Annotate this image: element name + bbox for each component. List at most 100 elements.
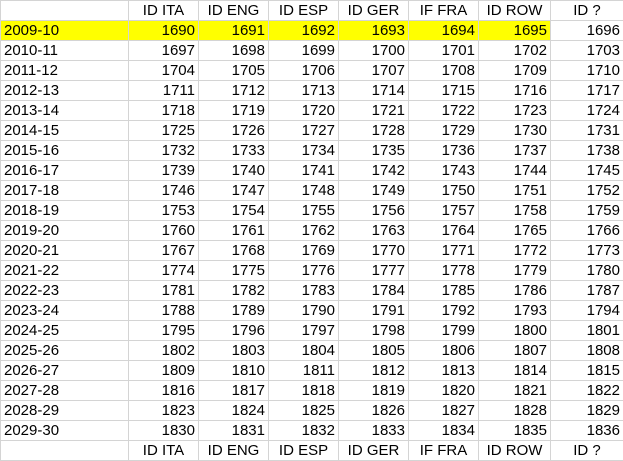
id-cell: 1806	[408, 340, 479, 361]
data-row: 2023-24 1788 1789 1790 1791 1792 1793 1794	[0, 300, 623, 321]
id-cell: 1722	[408, 100, 479, 121]
id-cell: 1835	[478, 420, 551, 441]
id-cell: 1704	[128, 60, 199, 81]
column-header: ID ?	[550, 0, 623, 21]
id-cell: 1814	[478, 360, 551, 381]
id-cell: 1804	[268, 340, 339, 361]
id-cell: 1713	[268, 80, 339, 101]
season-cell: 2029-30	[0, 420, 129, 441]
header-row: ID ITA ID ENG ID ESP ID GER IF FRA ID ROW ID ?	[0, 0, 623, 21]
id-cell: 1699	[268, 40, 339, 61]
season-cell: 2013-14	[0, 100, 129, 121]
id-cell: 1776	[268, 260, 339, 281]
id-cell: 1759	[550, 200, 623, 221]
id-cell: 1761	[198, 220, 269, 241]
id-cell: 1805	[338, 340, 409, 361]
id-cell: 1830	[128, 420, 199, 441]
id-cell: 1817	[198, 380, 269, 401]
season-cell: 2009-10	[0, 20, 129, 41]
id-cell: 1819	[338, 380, 409, 401]
data-row: 2020-21 1767 1768 1769 1770 1771 1772 1773	[0, 240, 623, 261]
id-cell: 1715	[408, 80, 479, 101]
id-cell: 1770	[338, 240, 409, 261]
id-cell: 1706	[268, 60, 339, 81]
id-cell: 1823	[128, 400, 199, 421]
id-cell: 1743	[408, 160, 479, 181]
id-cell: 1795	[128, 320, 199, 341]
id-cell: 1724	[550, 100, 623, 121]
header-row: ID ITA ID ENG ID ESP ID GER IF FRA ID ROW ID ?	[0, 440, 623, 461]
id-cell: 1745	[550, 160, 623, 181]
id-cell: 1728	[338, 120, 409, 141]
id-cell: 1801	[550, 320, 623, 341]
id-cell: 1816	[128, 380, 199, 401]
id-cell: 1790	[268, 300, 339, 321]
id-cell: 1777	[338, 260, 409, 281]
id-cell: 1700	[338, 40, 409, 61]
season-cell: 2019-20	[0, 220, 129, 241]
id-cell: 1701	[408, 40, 479, 61]
id-cell: 1708	[408, 60, 479, 81]
id-cell: 1794	[550, 300, 623, 321]
data-row: 2018-19 1753 1754 1755 1756 1757 1758 1759	[0, 200, 623, 221]
data-row: 2019-20 1760 1761 1762 1763 1764 1765 1766	[0, 220, 623, 241]
id-cell: 1827	[408, 400, 479, 421]
season-cell: 2022-23	[0, 280, 129, 301]
id-cell: 1834	[408, 420, 479, 441]
season-cell: 2020-21	[0, 240, 129, 261]
id-cell: 1812	[338, 360, 409, 381]
id-cell: 1768	[198, 240, 269, 261]
id-cell: 1718	[128, 100, 199, 121]
data-row: 2028-29 1823 1824 1825 1826 1827 1828 1829	[0, 400, 623, 421]
id-cell: 1765	[478, 220, 551, 241]
id-cell: 1793	[478, 300, 551, 321]
column-header: ID ESP	[268, 0, 339, 21]
id-cell: 1760	[128, 220, 199, 241]
id-cell: 1721	[338, 100, 409, 121]
id-cell: 1771	[408, 240, 479, 261]
id-cell: 1815	[550, 360, 623, 381]
season-cell: 2010-11	[0, 40, 129, 61]
id-cell: 1692	[268, 20, 339, 41]
id-cell: 1828	[478, 400, 551, 421]
id-cell: 1775	[198, 260, 269, 281]
id-cell: 1833	[338, 420, 409, 441]
id-cell: 1763	[338, 220, 409, 241]
id-cell: 1818	[268, 380, 339, 401]
column-header: IF FRA	[408, 440, 479, 461]
id-cell: 1742	[338, 160, 409, 181]
id-cell: 1725	[128, 120, 199, 141]
data-row: 2021-22 1774 1775 1776 1777 1778 1779 1780	[0, 260, 623, 281]
id-cell: 1697	[128, 40, 199, 61]
id-cell: 1702	[478, 40, 551, 61]
id-cell: 1807	[478, 340, 551, 361]
season-cell: 2015-16	[0, 140, 129, 161]
season-cell: 2026-27	[0, 360, 129, 381]
id-cell: 1758	[478, 200, 551, 221]
id-cell: 1796	[198, 320, 269, 341]
column-header: ID ENG	[198, 0, 269, 21]
id-cell: 1691	[198, 20, 269, 41]
column-header: IF FRA	[408, 0, 479, 21]
id-cell: 1738	[550, 140, 623, 161]
id-cell: 1736	[408, 140, 479, 161]
data-row: 2024-25 1795 1796 1797 1798 1799 1800 1801	[0, 320, 623, 341]
id-cell: 1792	[408, 300, 479, 321]
id-cell: 1711	[128, 80, 199, 101]
id-cell: 1729	[408, 120, 479, 141]
id-cell: 1741	[268, 160, 339, 181]
id-cell: 1799	[408, 320, 479, 341]
id-cell: 1824	[198, 400, 269, 421]
id-cell: 1825	[268, 400, 339, 421]
id-cell: 1767	[128, 240, 199, 261]
footer: ID ITA ID ENG ID ESP ID GER IF FRA ID ROW ID ?	[0, 440, 623, 461]
id-cell: 1705	[198, 60, 269, 81]
id-cell: 1821	[478, 380, 551, 401]
id-cell: 1791	[338, 300, 409, 321]
data-row: 2029-30 1830 1831 1832 1833 1834 1835 1836	[0, 420, 623, 441]
id-cell: 1773	[550, 240, 623, 261]
id-cell: 1723	[478, 100, 551, 121]
id-cell: 1737	[478, 140, 551, 161]
id-cell: 1696	[550, 20, 623, 41]
